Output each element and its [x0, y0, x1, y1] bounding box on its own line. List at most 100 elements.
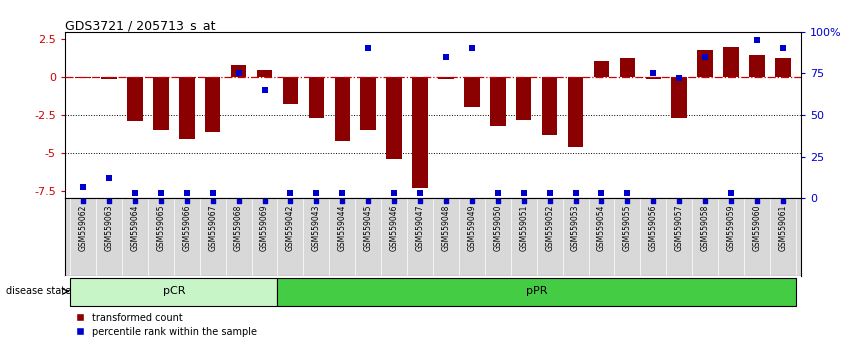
Point — [180, 190, 194, 196]
Bar — [697, 50, 713, 77]
Bar — [153, 77, 169, 130]
Text: GSM559066: GSM559066 — [182, 205, 191, 251]
Point — [154, 190, 168, 196]
Text: GSM559065: GSM559065 — [157, 205, 165, 251]
Text: pPR: pPR — [526, 286, 547, 296]
Bar — [75, 77, 91, 78]
Text: GSM559068: GSM559068 — [234, 205, 243, 251]
Text: GSM559069: GSM559069 — [260, 205, 269, 251]
Point — [102, 198, 116, 204]
Point — [672, 76, 686, 81]
Point — [154, 198, 168, 204]
Point — [76, 184, 90, 189]
Point — [698, 198, 712, 204]
Bar — [256, 70, 272, 77]
Bar — [127, 77, 143, 121]
Point — [361, 46, 375, 51]
Text: GSM559067: GSM559067 — [208, 205, 217, 251]
Bar — [70, 278, 277, 306]
Point — [465, 198, 479, 204]
Bar — [205, 77, 221, 132]
Bar — [775, 58, 791, 77]
Point — [387, 190, 401, 196]
Bar — [179, 77, 195, 139]
Text: GSM559042: GSM559042 — [286, 205, 295, 251]
Bar — [360, 77, 376, 130]
Point — [335, 190, 349, 196]
Point — [335, 198, 349, 204]
Bar — [594, 61, 610, 77]
Point — [595, 198, 609, 204]
Point — [257, 198, 271, 204]
Bar — [723, 47, 739, 77]
Point — [543, 198, 557, 204]
Point — [517, 198, 531, 204]
Point — [620, 190, 634, 196]
Bar — [282, 77, 298, 104]
Point — [620, 198, 634, 204]
Point — [646, 71, 660, 76]
Bar — [542, 77, 558, 135]
Point — [206, 190, 220, 196]
Point — [517, 190, 531, 196]
Text: GSM559046: GSM559046 — [390, 205, 398, 251]
Text: pCR: pCR — [163, 286, 185, 296]
Bar — [645, 77, 661, 79]
Bar — [464, 77, 480, 108]
Point — [724, 190, 738, 196]
Point — [750, 37, 764, 43]
Text: GSM559059: GSM559059 — [727, 205, 735, 251]
Point — [491, 190, 505, 196]
Point — [776, 46, 790, 51]
Text: GSM559043: GSM559043 — [312, 205, 321, 251]
Point — [776, 198, 790, 204]
Text: GSM559061: GSM559061 — [779, 205, 787, 251]
Bar — [749, 55, 765, 77]
Point — [491, 198, 505, 204]
Point — [361, 198, 375, 204]
Bar — [308, 77, 324, 118]
Legend: transformed count, percentile rank within the sample: transformed count, percentile rank withi… — [70, 313, 257, 337]
Point — [128, 190, 142, 196]
Bar — [101, 77, 117, 79]
Text: GSM559060: GSM559060 — [753, 205, 761, 251]
Point — [543, 190, 557, 196]
Point — [128, 198, 142, 204]
Text: GSM559048: GSM559048 — [442, 205, 450, 251]
Point — [439, 54, 453, 59]
Point — [595, 190, 609, 196]
Text: GSM559062: GSM559062 — [79, 205, 87, 251]
Point — [257, 87, 271, 93]
Point — [180, 198, 194, 204]
Text: GSM559055: GSM559055 — [623, 205, 632, 251]
Text: GSM559047: GSM559047 — [416, 205, 424, 251]
Bar — [412, 77, 428, 188]
Point — [102, 176, 116, 181]
Point — [413, 198, 427, 204]
Text: GSM559054: GSM559054 — [597, 205, 606, 251]
Point — [698, 54, 712, 59]
Point — [232, 198, 246, 204]
Point — [465, 46, 479, 51]
Point — [232, 71, 246, 76]
Text: GDS3721 / 205713_s_at: GDS3721 / 205713_s_at — [65, 19, 216, 32]
Text: GSM559045: GSM559045 — [364, 205, 372, 251]
Point — [206, 198, 220, 204]
Point — [283, 198, 297, 204]
Text: GSM559056: GSM559056 — [649, 205, 658, 251]
Point — [672, 198, 686, 204]
Bar — [671, 77, 687, 118]
Text: GSM559053: GSM559053 — [571, 205, 580, 251]
Point — [646, 198, 660, 204]
Bar — [619, 58, 635, 77]
Text: GSM559044: GSM559044 — [338, 205, 346, 251]
Text: GSM559064: GSM559064 — [131, 205, 139, 251]
Bar — [516, 77, 532, 120]
Point — [750, 198, 764, 204]
Bar — [277, 278, 796, 306]
Text: GSM559049: GSM559049 — [468, 205, 476, 251]
Bar — [490, 77, 506, 126]
Text: GSM559051: GSM559051 — [520, 205, 528, 251]
Point — [724, 198, 738, 204]
Text: disease state: disease state — [6, 286, 71, 296]
